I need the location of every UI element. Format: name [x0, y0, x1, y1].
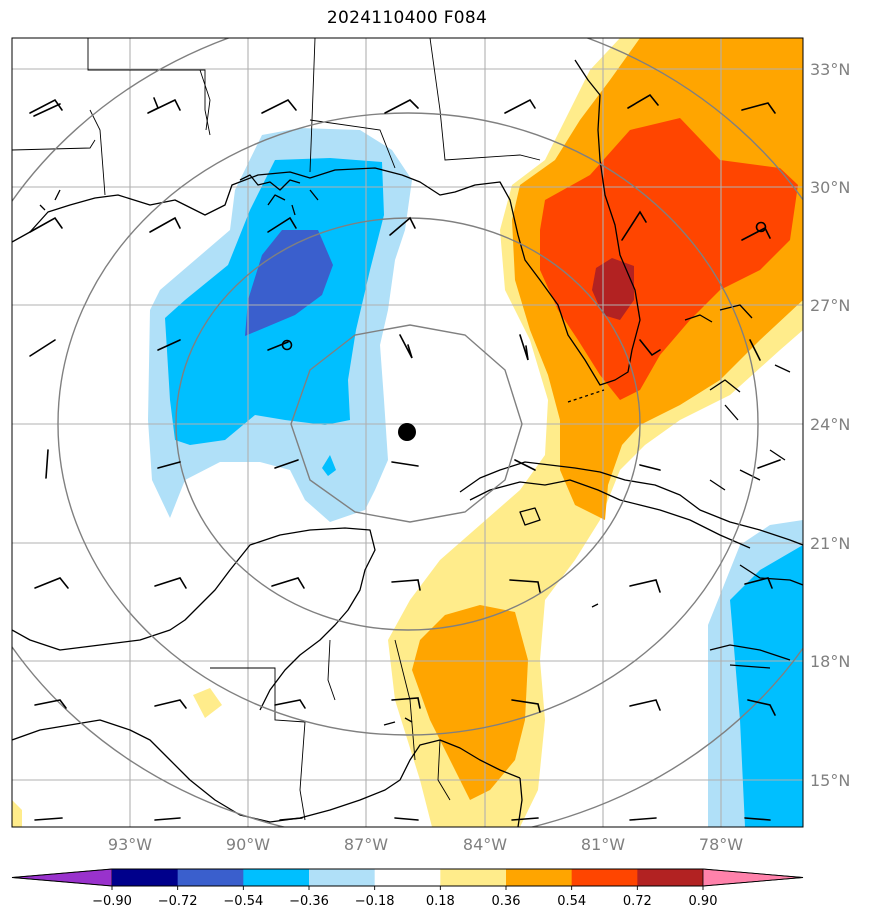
colorbar-cell: [309, 869, 376, 886]
colorbar-tick-label: 0.54: [557, 894, 586, 909]
colorbar-tick-label: −0.54: [223, 894, 263, 909]
calm-wind-marker-gulf: [281, 339, 293, 351]
pos-corner-patch: [12, 800, 22, 827]
colorbar-cell: [243, 869, 310, 886]
lon-label: 87°W: [344, 835, 388, 854]
map-area: [12, 38, 803, 827]
range-ring-middle: [175, 217, 641, 631]
neg-dark-region: [245, 230, 333, 336]
colorbar-tick-label: −0.36: [289, 894, 329, 909]
lat-label: 15°N: [810, 771, 850, 790]
colorbar-tick-label: −0.18: [355, 894, 395, 909]
lon-label: 90°W: [226, 835, 270, 854]
colorbar-tick-label: −0.90: [92, 894, 132, 909]
range-ring-outer: [57, 112, 759, 736]
colorbar-extend-max: [702, 868, 804, 887]
east-neg-mid-region: [730, 545, 803, 827]
map-frame: [11, 37, 804, 828]
lon-label: 78°W: [699, 835, 743, 854]
colorbar-tick-label: −0.72: [158, 894, 198, 909]
colorbar-cell: [374, 869, 441, 886]
colorbar-cells: [11, 868, 804, 887]
colorbar-cell: [440, 869, 507, 886]
lon-label: 84°W: [463, 835, 507, 854]
lat-label: 30°N: [810, 178, 850, 197]
colorbar-tick-label: 0.90: [689, 894, 718, 909]
colorbar-extend-min: [11, 868, 113, 887]
pos-small-patch-west: [193, 688, 222, 718]
neg-small-patch: [322, 455, 336, 476]
wind-barbs: [29, 93, 781, 821]
longitude-labels: 93°W 90°W 87°W 84°W 81°W 78°W: [108, 835, 743, 854]
graticule: [12, 38, 803, 827]
colorbar-cell: [637, 869, 704, 886]
lat-label: 33°N: [810, 60, 850, 79]
colorbar: −0.90 −0.72 −0.54 −0.36 −0.18 0.18 0.36 0.54 0.7…: [11, 868, 804, 909]
storm-center-marker: [398, 423, 416, 441]
coastlines: [12, 59, 803, 827]
range-ring-outermost: [12, 38, 803, 827]
colorbar-cell: [571, 869, 638, 886]
borders: [12, 38, 541, 821]
range-ring-inner: [290, 324, 523, 523]
colorbar-tick-label: 0.36: [492, 894, 521, 909]
calm-wind-marker-atlantic: [755, 221, 767, 233]
colorbar-tick-label: 0.72: [623, 894, 652, 909]
lat-label: 21°N: [810, 534, 850, 553]
lon-label: 93°W: [108, 835, 152, 854]
map-title: 2024110400 F084: [326, 8, 488, 28]
colorbar-tick-label: 0.18: [426, 894, 455, 909]
colorbar-cell: [506, 869, 573, 886]
pos-mid-south-region: [412, 605, 528, 800]
latitude-labels: 33°N 30°N 27°N 24°N 21°N 18°N 15°N: [810, 60, 850, 790]
range-rings: [12, 38, 803, 827]
lat-label: 27°N: [810, 296, 850, 315]
lat-label: 24°N: [810, 415, 850, 434]
colorbar-ticks: −0.90 −0.72 −0.54 −0.36 −0.18 0.18 0.36 0.54 0.7…: [92, 886, 717, 909]
lat-label: 18°N: [810, 652, 850, 671]
colorbar-cell: [112, 869, 179, 886]
lon-label: 81°W: [581, 835, 625, 854]
colorbar-cell: [177, 869, 244, 886]
